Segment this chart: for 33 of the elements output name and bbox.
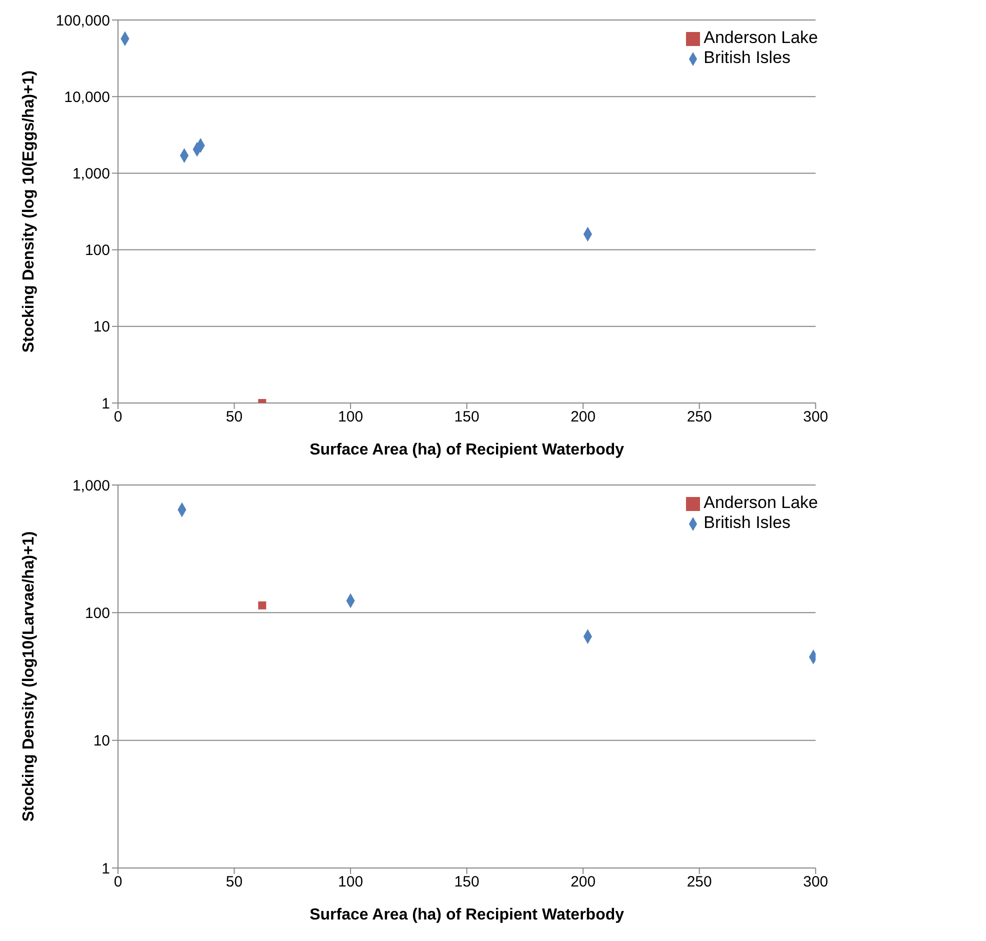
legend-label: British Isles xyxy=(704,48,791,67)
x-tick-label: 50 xyxy=(226,874,243,891)
x-tick-label: 0 xyxy=(114,874,122,891)
x-tick-label: 100 xyxy=(338,874,364,891)
y-tick-label: 10,000 xyxy=(64,88,110,106)
y-axis-title: Stocking Density (log 10(Eggs/ha)+1) xyxy=(20,70,38,353)
x-tick-label: 200 xyxy=(570,408,596,426)
x-tick-label: 150 xyxy=(454,408,480,426)
x-tick-label: 0 xyxy=(114,408,122,426)
y-tick-label: 1,000 xyxy=(72,166,110,183)
x-axis-title: Surface Area (ha) of Recipient Waterbody xyxy=(310,906,624,924)
legend-label: Anderson Lake xyxy=(704,493,818,512)
x-tick-label: 300 xyxy=(803,408,828,426)
x-tick-label: 100 xyxy=(338,408,364,426)
x-tick-label: 150 xyxy=(454,874,480,891)
point xyxy=(258,601,266,610)
y-tick-label: 10 xyxy=(93,732,110,750)
legend-label: Anderson Lake xyxy=(704,28,818,47)
x-axis-title: Surface Area (ha) of Recipient Waterbody xyxy=(310,441,624,458)
legend-label: British Isles xyxy=(704,513,791,532)
y-tick-label: 1 xyxy=(102,395,110,412)
y-axis-title: Stocking Density (log10(Larvae/ha)+1) xyxy=(20,531,38,822)
y-tick-label: 100 xyxy=(84,604,110,622)
x-tick-label: 250 xyxy=(686,874,712,891)
y-tick-label: 1,000 xyxy=(72,477,110,494)
x-tick-label: 50 xyxy=(226,408,243,426)
x-tick-label: 300 xyxy=(803,874,828,891)
x-tick-label: 250 xyxy=(686,408,712,426)
y-tick-label: 10 xyxy=(93,318,110,336)
y-tick-label: 100 xyxy=(84,242,110,260)
y-tick-label: 1 xyxy=(102,860,110,878)
y-tick-label: 100,000 xyxy=(56,12,110,30)
x-tick-label: 200 xyxy=(570,874,596,891)
